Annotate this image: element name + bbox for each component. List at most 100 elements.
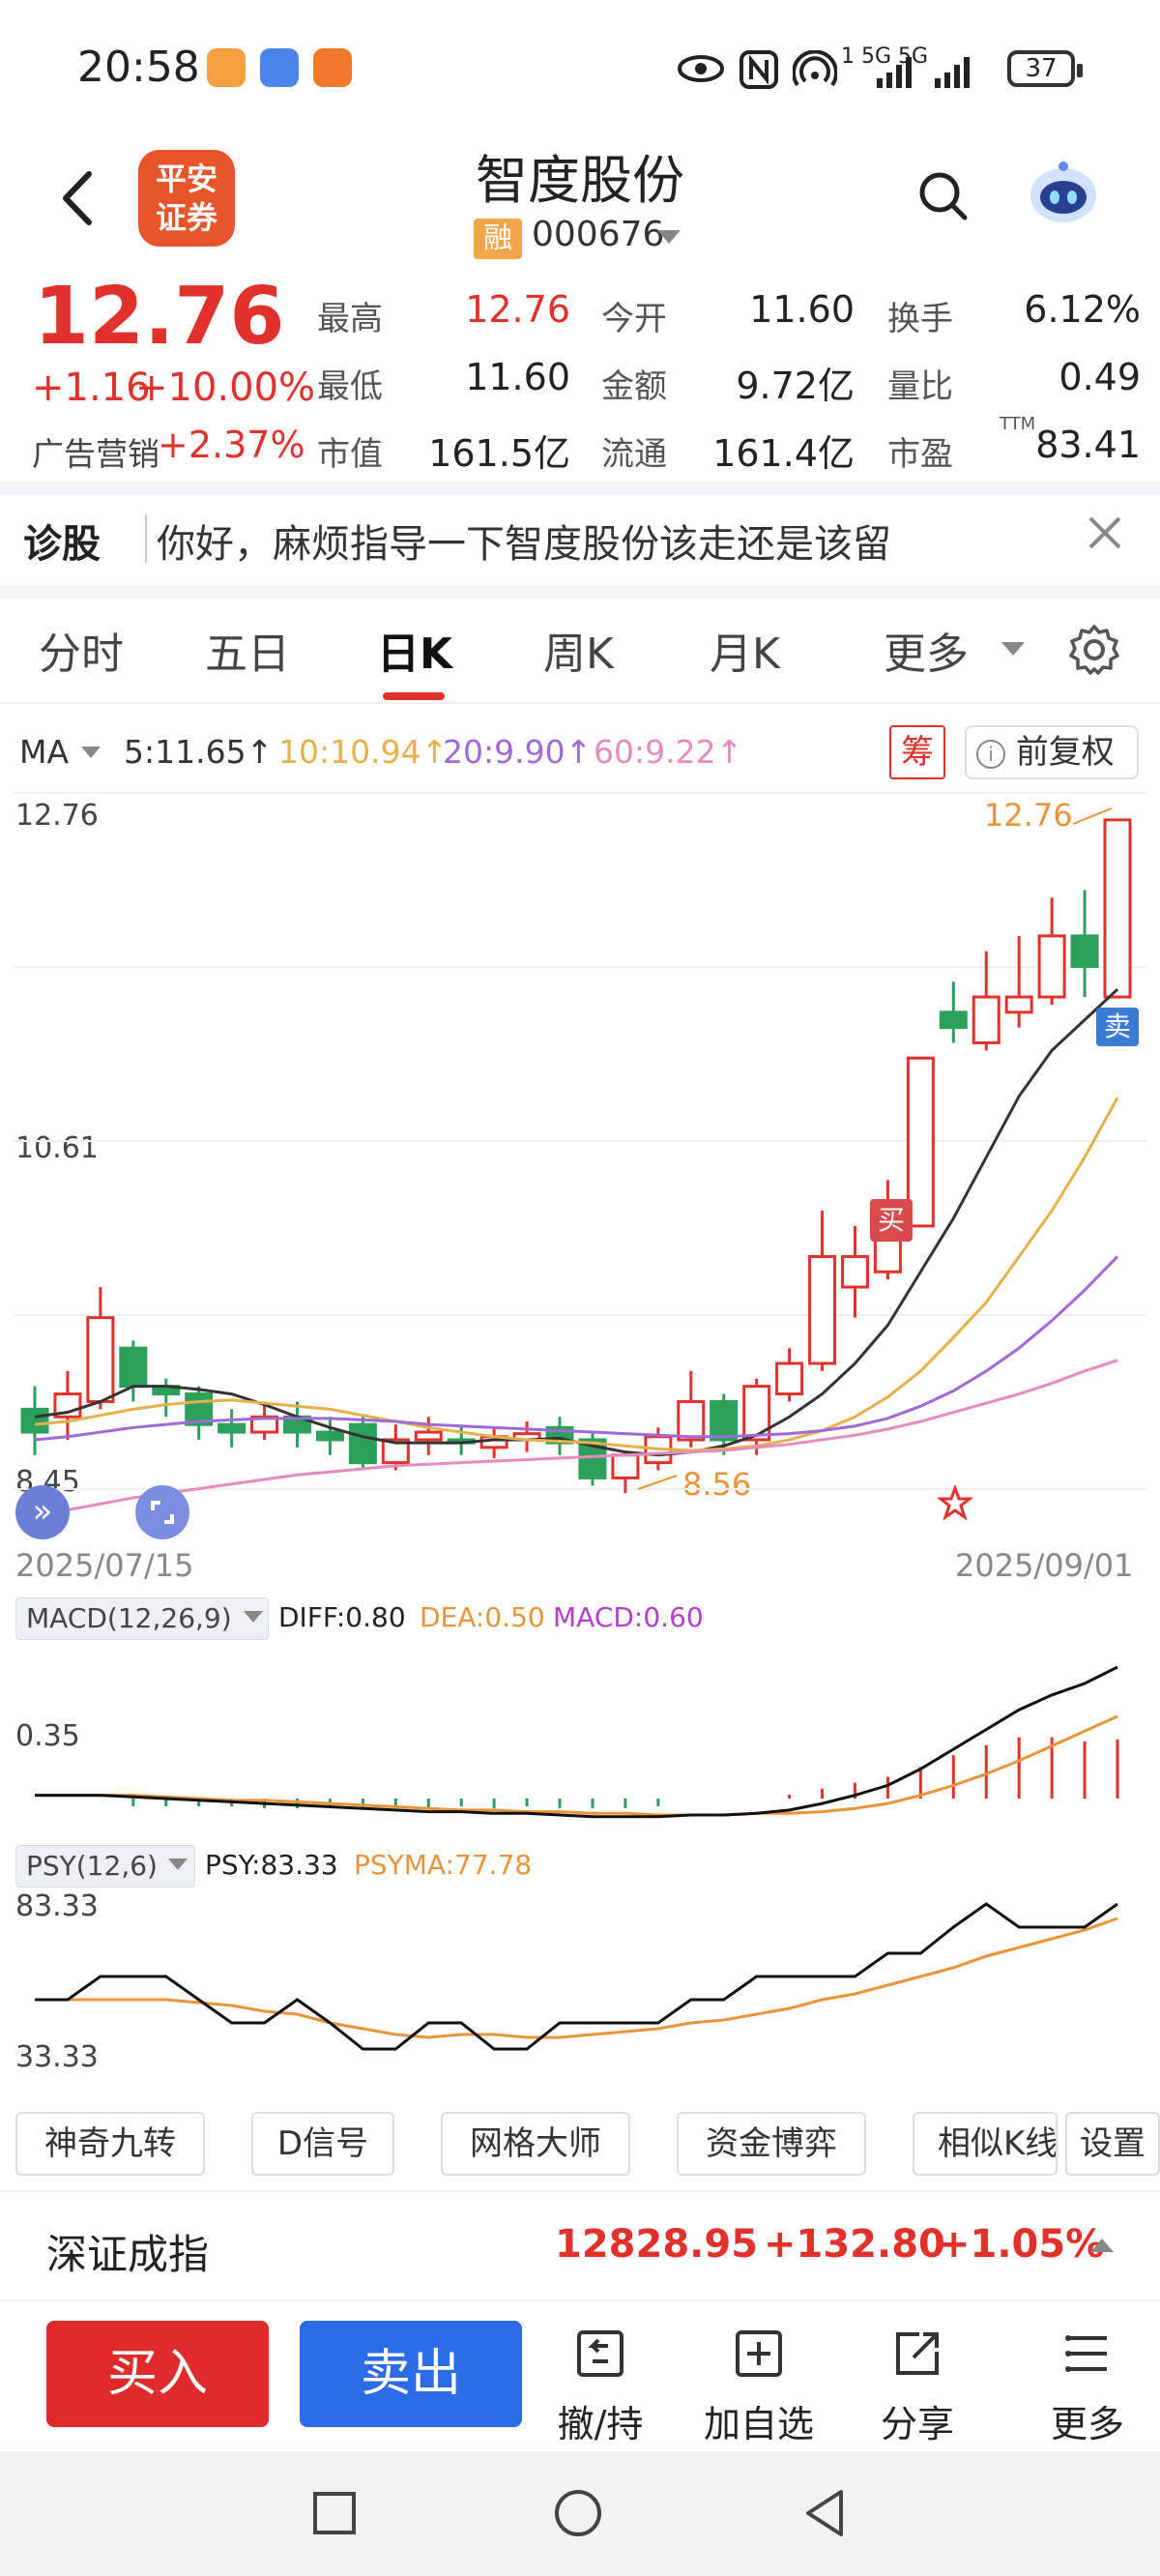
notification-app-icon [260, 48, 299, 87]
eye-icon [678, 55, 724, 82]
active-tab-indicator [383, 692, 445, 700]
macd-dea: DEA:0.50 [420, 1601, 545, 1633]
signal-info: 1 5G 5G [841, 44, 929, 69]
sector-change-pct: +2.37% [158, 424, 305, 466]
cellular-signal-icon [877, 57, 970, 88]
status-time: 20:58 [77, 43, 200, 92]
quote-field-label: 市盈 [887, 435, 953, 474]
psy-chart[interactable] [0, 1886, 1160, 2098]
tab-daily-k[interactable]: 日K [377, 629, 453, 679]
quote-field-label: 今开 [601, 300, 667, 338]
macd-dea-line [35, 1714, 1118, 1817]
candle-body [414, 1430, 443, 1442]
close-icon[interactable] [1085, 512, 1125, 553]
quote-field-label: 市值 [317, 435, 383, 474]
candle-body [20, 1407, 49, 1434]
buy-button[interactable]: 买入 [46, 2321, 269, 2427]
ma-dropdown-icon[interactable] [81, 746, 101, 758]
cancel-hold-label: 撤/持 [557, 2403, 644, 2445]
back-arrow-icon[interactable] [50, 164, 108, 232]
quote-field-label: 最低 [317, 367, 383, 406]
tool-d-signal[interactable]: D信号 [251, 2112, 394, 2176]
share-icon [896, 2332, 939, 2375]
search-icon[interactable] [916, 169, 971, 223]
tab-weekly-k[interactable]: 周K [543, 629, 614, 679]
quote-field-label: 流通 [601, 435, 667, 474]
index-expand-icon[interactable] [1090, 2239, 1114, 2252]
tool-similar-k[interactable]: 相似K线 [913, 2112, 1058, 2176]
macd-diff-line [35, 1665, 1118, 1819]
candlestick-chart[interactable] [0, 774, 1160, 1547]
index-name[interactable]: 深证成指 [46, 2231, 210, 2278]
gear-icon[interactable] [1067, 623, 1121, 677]
ai-assistant-icon[interactable] [1025, 155, 1102, 232]
back-nav-icon[interactable] [802, 2488, 849, 2538]
ma-selector[interactable]: MA [19, 733, 70, 771]
candle-body [710, 1399, 739, 1442]
psy-dropdown-icon[interactable] [168, 1859, 188, 1870]
tab-more[interactable]: 更多 [884, 629, 969, 679]
candle-body [644, 1435, 673, 1465]
stock-name: 智度股份 [476, 150, 684, 211]
tool-settings[interactable]: 设置 [1065, 2112, 1160, 2176]
ma-line-5 [34, 988, 1119, 1457]
macd-dropdown-icon[interactable] [244, 1611, 263, 1623]
ma60-value: 60:9.22↑ [594, 733, 743, 771]
current-price: 12.76 [34, 271, 285, 363]
psyma-value: PSYMA:77.78 [354, 1849, 533, 1881]
sell-signal-tag[interactable]: 卖 [1096, 1008, 1139, 1046]
candle-body [775, 1361, 804, 1396]
tool-magic-nine[interactable]: 神奇九转 [15, 2112, 205, 2176]
candle-body [677, 1399, 706, 1442]
quote-field-label: 金额 [601, 367, 667, 406]
candle-body [315, 1430, 344, 1442]
high-price-marker: 12.76 [984, 797, 1073, 834]
psy-value: PSY:83.33 [205, 1849, 338, 1881]
macd-level-label: 0.35 [15, 1719, 80, 1753]
fullscreen-icon[interactable] [135, 1485, 189, 1539]
stock-code[interactable]: 000676 [532, 215, 665, 254]
diagnosis-question[interactable]: 你好，麻烦指导一下智度股份该走还是该留 [157, 522, 891, 567]
tab-five-day[interactable]: 五日 [205, 629, 290, 679]
more-dropdown-icon[interactable] [1001, 642, 1025, 656]
sector-name[interactable]: 广告营销 [32, 435, 160, 473]
expand-left-icon[interactable]: » [15, 1485, 70, 1539]
menu-icon [1065, 2335, 1107, 2372]
sell-button[interactable]: 卖出 [300, 2321, 522, 2427]
code-dropdown-icon[interactable] [657, 230, 681, 244]
candle-body [972, 995, 1000, 1044]
tab-intraday[interactable]: 分时 [39, 629, 124, 679]
candle-body [86, 1316, 115, 1403]
candle-body [381, 1438, 410, 1465]
recents-icon[interactable] [311, 2490, 358, 2536]
candle-body [840, 1254, 869, 1289]
quote-field-value: 9.72亿 [736, 365, 855, 407]
event-star-icon[interactable] [938, 1485, 972, 1520]
margin-badge: 融 [474, 219, 522, 259]
notification-app-icon [313, 48, 352, 87]
notification-app-icon [207, 48, 246, 87]
quote-field-value: 161.4亿 [712, 432, 855, 475]
chip-distribution-button[interactable]: 筹 [889, 725, 945, 779]
y-axis-top-label: 12.76 [15, 799, 99, 833]
low-marker-line [637, 1475, 678, 1490]
share-label: 分享 [880, 2403, 954, 2445]
adjust-mode-button[interactable]: i 前复权 [965, 725, 1139, 779]
low-price-marker: 8.56 [682, 1466, 752, 1503]
macd-selector[interactable]: MACD(12,26,9) [15, 1597, 269, 1640]
broker-logo: 平安证券 [138, 150, 235, 247]
macd-chart[interactable] [0, 1644, 1160, 1837]
pe-ttm-superscript: TTM [1000, 414, 1036, 434]
ma-line-20 [34, 1255, 1119, 1442]
home-icon[interactable] [553, 2488, 603, 2538]
date-end: 2025/09/01 [955, 1547, 1134, 1584]
tool-grid-master[interactable]: 网格大师 [441, 2112, 630, 2176]
buy-signal-tag[interactable]: 买 [870, 1199, 913, 1242]
adjust-mode-label: 前复权 [1015, 733, 1115, 772]
psy-line [35, 1902, 1118, 2051]
tab-monthly-k[interactable]: 月K [710, 629, 780, 679]
psy-selector[interactable]: PSY(12,6) [15, 1845, 195, 1888]
psy-top-label: 83.33 [15, 1889, 99, 1923]
quote-field-value: 11.60 [749, 288, 855, 331]
tool-fund-game[interactable]: 资金博弈 [677, 2112, 866, 2176]
